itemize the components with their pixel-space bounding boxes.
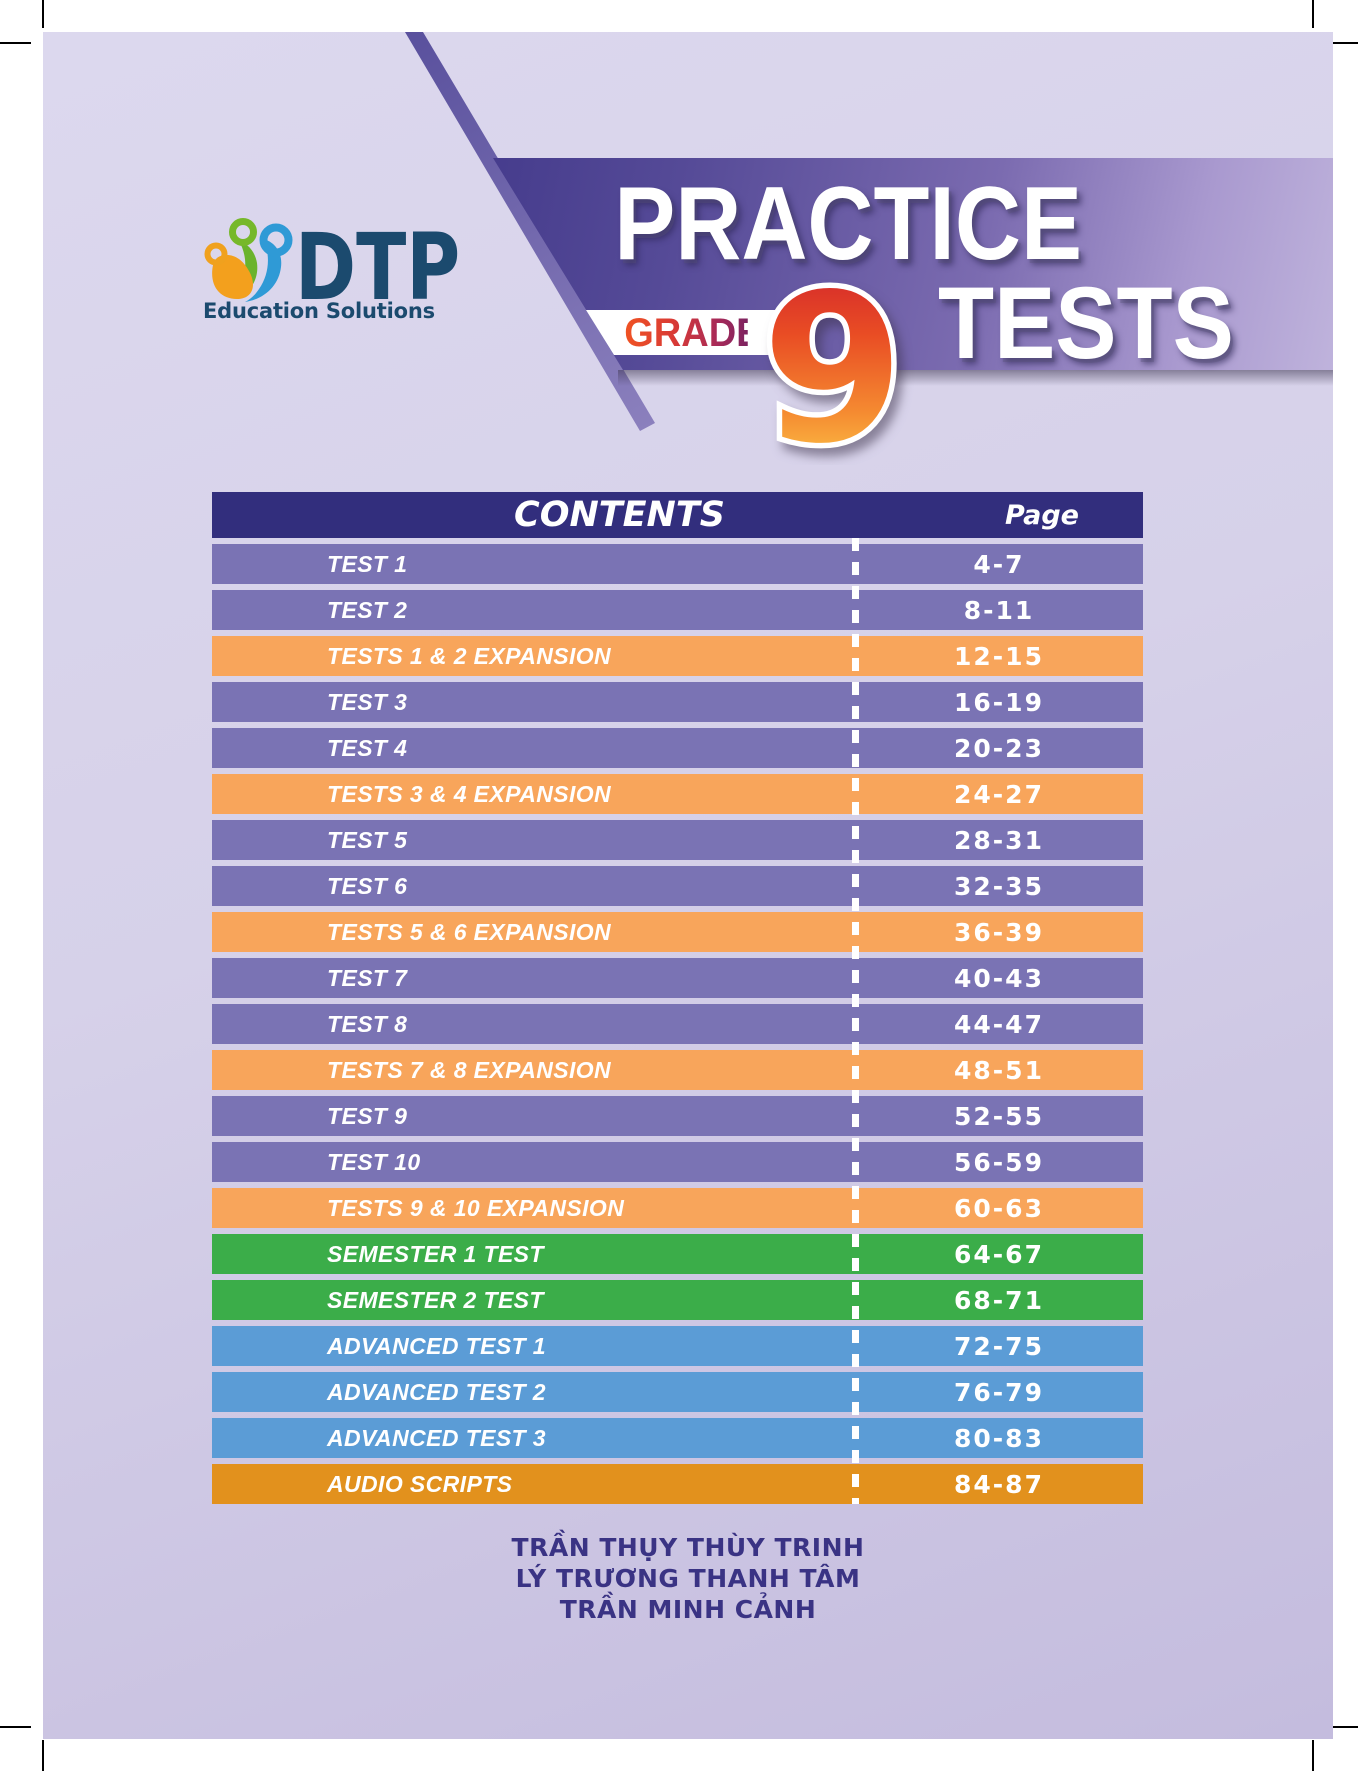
contents-row: AUDIO SCRIPTS 84-87 <box>212 1464 1143 1504</box>
contents-rows: TEST 1 4-7 TEST 2 8-11 TESTS 1 & 2 EXPAN… <box>212 544 1143 1504</box>
contents-row: TEST 1 4-7 <box>212 544 1143 584</box>
title-word-practice: PRACTICE <box>614 166 1082 282</box>
contents-row: TESTS 7 & 8 EXPANSION 48-51 <box>212 1050 1143 1090</box>
contents-row-pages: 80-83 <box>954 1423 1044 1453</box>
contents-row-pages: 8-11 <box>963 595 1035 625</box>
contents-row-label: TEST 7 <box>327 964 408 991</box>
dashed-divider <box>852 538 859 1504</box>
contents-row-label: SEMESTER 1 TEST <box>327 1240 544 1267</box>
contents-row: TEST 10 56-59 <box>212 1142 1143 1182</box>
contents-row-pages: 12-15 <box>954 641 1044 671</box>
contents-header-row: CONTENTS Page <box>212 492 1143 538</box>
brand-tagline: Education Solutions <box>203 299 435 323</box>
contents-row-label: TESTS 5 & 6 EXPANSION <box>327 918 612 945</box>
contents-row: TEST 2 8-11 <box>212 590 1143 630</box>
contents-row: TEST 3 16-19 <box>212 682 1143 722</box>
contents-row-label: TESTS 3 & 4 EXPANSION <box>327 780 612 807</box>
grade-band <box>586 310 793 355</box>
contents-row-pages: 72-75 <box>954 1331 1044 1361</box>
contents-row-pages: 64-67 <box>954 1239 1044 1269</box>
contents-row: TEST 7 40-43 <box>212 958 1143 998</box>
contents-row-pages: 16-19 <box>954 687 1044 717</box>
crop-mark-bottom-left-horizontal <box>0 1726 31 1728</box>
contents-row-label: ADVANCED TEST 1 <box>327 1332 546 1359</box>
crop-mark-bottom-right-vertical <box>1312 1740 1314 1771</box>
contents-row-pages: 28-31 <box>954 825 1044 855</box>
logo-person-blue-head <box>259 223 293 257</box>
contents-row-label: ADVANCED TEST 3 <box>327 1424 546 1451</box>
contents-row-label: ADVANCED TEST 2 <box>327 1378 546 1405</box>
contents-row-pages: 68-71 <box>954 1285 1044 1315</box>
svg-text:9: 9 <box>762 251 905 465</box>
grade-9-numeral: 9 <box>756 250 910 465</box>
brand-name: DTP <box>295 214 461 321</box>
contents-row: TEST 4 20-23 <box>212 728 1143 768</box>
contents-row: TEST 8 44-47 <box>212 1004 1143 1044</box>
authors-block: TRẦN THỤY THÙY TRINH LÝ TRƯƠNG THANH TÂM… <box>43 1532 1333 1625</box>
contents-row-label: TESTS 9 & 10 EXPANSION <box>327 1194 625 1221</box>
contents-row-pages: 84-87 <box>954 1469 1044 1499</box>
contents-row: SEMESTER 2 TEST 68-71 <box>212 1280 1143 1320</box>
contents-row: TESTS 3 & 4 EXPANSION 24-27 <box>212 774 1143 814</box>
contents-row: TEST 5 28-31 <box>212 820 1143 860</box>
contents-table: CONTENTS Page TEST 1 4-7 TEST 2 8-11 TES… <box>212 492 1143 1504</box>
author-name: TRẦN MINH CẢNH <box>559 1595 817 1624</box>
contents-row-label: SEMESTER 2 TEST <box>327 1286 544 1313</box>
contents-row-pages: 32-35 <box>954 871 1044 901</box>
crop-mark-top-left-vertical <box>42 0 44 28</box>
contents-row-pages: 36-39 <box>954 917 1044 947</box>
logo-person-orange-body <box>212 255 253 299</box>
cover-page: PRACTICE TESTS GRADE 9 DTP <box>43 32 1333 1739</box>
crop-mark-top-right-horizontal <box>1327 42 1358 44</box>
author-name: LÝ TRƯƠNG THANH TÂM <box>515 1564 861 1593</box>
contents-row-pages: 24-27 <box>954 779 1044 809</box>
crop-mark-bottom-right-horizontal <box>1326 1726 1358 1728</box>
contents-row: ADVANCED TEST 1 72-75 <box>212 1326 1143 1366</box>
contents-row-label: TEST 6 <box>327 872 408 899</box>
contents-row-pages: 20-23 <box>954 733 1044 763</box>
contents-row: TESTS 1 & 2 EXPANSION 12-15 <box>212 636 1143 676</box>
contents-row: TEST 9 52-55 <box>212 1096 1143 1136</box>
logo-person-green-head <box>229 218 257 246</box>
grade-label: GRADE <box>624 311 762 355</box>
contents-row-pages: 76-79 <box>954 1377 1044 1407</box>
contents-row-label: TEST 1 <box>327 550 408 577</box>
contents-row-label: TEST 2 <box>327 596 408 623</box>
dtp-logo-icon <box>204 218 293 302</box>
contents-row: TESTS 9 & 10 EXPANSION 60-63 <box>212 1188 1143 1228</box>
contents-row-label: TESTS 7 & 8 EXPANSION <box>327 1056 612 1083</box>
contents-row: SEMESTER 1 TEST 64-67 <box>212 1234 1143 1274</box>
page-column-header: Page <box>1005 499 1079 531</box>
contents-row-pages: 52-55 <box>954 1101 1044 1131</box>
contents-row-pages: 44-47 <box>954 1009 1044 1039</box>
contents-row-label: TEST 10 <box>327 1148 421 1175</box>
contents-row-label: TEST 3 <box>327 688 408 715</box>
contents-row-pages: 48-51 <box>954 1055 1044 1085</box>
title-word-tests: TESTS <box>938 266 1234 380</box>
author-name: TRẦN THỤY THÙY TRINH <box>511 1533 865 1562</box>
contents-row: ADVANCED TEST 2 76-79 <box>212 1372 1143 1412</box>
contents-row-label: TEST 9 <box>327 1102 408 1129</box>
contents-row-label: AUDIO SCRIPTS <box>327 1470 513 1497</box>
contents-row-pages: 4-7 <box>973 549 1025 579</box>
contents-row: TESTS 5 & 6 EXPANSION 36-39 <box>212 912 1143 952</box>
contents-row-label: TESTS 1 & 2 EXPANSION <box>327 642 612 669</box>
contents-row: TEST 6 32-35 <box>212 866 1143 906</box>
crop-mark-bottom-left-vertical <box>42 1740 44 1771</box>
contents-title: CONTENTS <box>514 495 725 535</box>
contents-row-label: TEST 4 <box>327 734 408 761</box>
contents-row-label: TEST 5 <box>327 826 408 853</box>
contents-row-pages: 56-59 <box>954 1147 1044 1177</box>
contents-row-pages: 60-63 <box>954 1193 1044 1223</box>
banner-drop-shadow <box>618 370 1333 386</box>
crop-mark-top-left-horizontal <box>0 42 31 44</box>
logo-person-orange-head <box>204 242 228 266</box>
contents-row-pages: 40-43 <box>954 963 1044 993</box>
contents-row: ADVANCED TEST 3 80-83 <box>212 1418 1143 1458</box>
crop-mark-top-right-vertical <box>1312 0 1314 28</box>
contents-row-label: TEST 8 <box>327 1010 408 1037</box>
